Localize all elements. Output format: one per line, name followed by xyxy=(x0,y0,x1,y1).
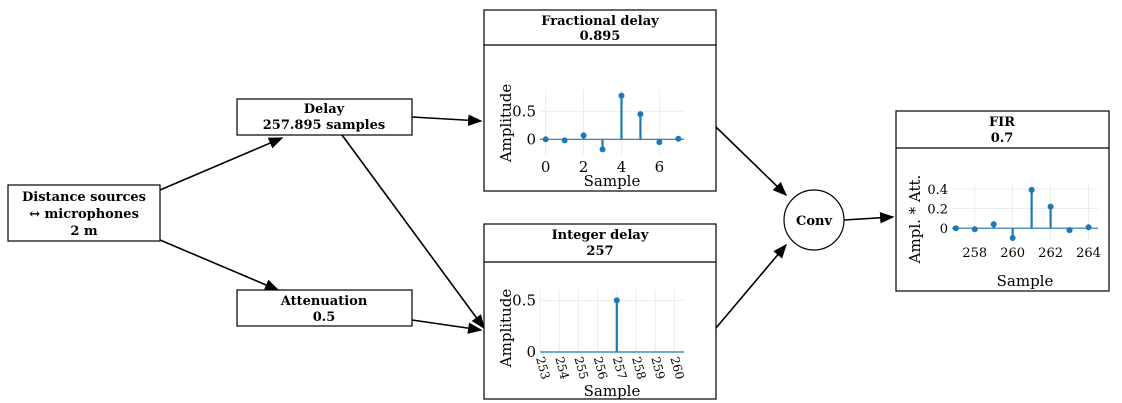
x-tick-label: 260 xyxy=(1000,246,1025,261)
x-axis-label: Sample xyxy=(584,172,641,190)
stem-marker xyxy=(618,92,625,99)
distance-line2: ↔ microphones xyxy=(29,207,139,222)
integer-stem-plot: 253 254 255 256 257 258 259 260 0 0.5 Sample Amplit… xyxy=(497,289,687,400)
x-tick-label: 257 xyxy=(610,355,629,381)
delay-title: Delay xyxy=(304,102,345,117)
stem-marker xyxy=(1009,235,1016,242)
stem-marker xyxy=(971,226,978,233)
arrow-delay-to-fractional xyxy=(411,114,483,127)
stem-marker xyxy=(990,221,997,228)
x-tick-label: 262 xyxy=(1038,246,1063,261)
integer-value: 257 xyxy=(586,244,613,259)
delay-node: Delay 257.895 samples xyxy=(236,98,413,136)
y-tick-label: 0.5 xyxy=(512,291,536,309)
fractional-title: Fractional delay xyxy=(541,14,659,29)
x-tick-label: 2 xyxy=(579,158,589,176)
x-tick-label: 0 xyxy=(541,158,551,176)
arrow-integer-to-conv xyxy=(715,243,787,329)
y-tick-label: 0 xyxy=(526,343,536,361)
y-tick-label: 0.2 xyxy=(927,203,948,218)
arrow-attenuation-to-integer xyxy=(411,319,483,334)
x-tick-label: 256 xyxy=(591,355,610,381)
stem-marker xyxy=(599,146,606,153)
y-axis-label: Amplitude xyxy=(497,289,515,369)
stem-marker xyxy=(561,137,568,144)
x-tick-label: 260 xyxy=(668,355,687,381)
arrow-distance-to-attenuation xyxy=(159,239,280,291)
stem-marker xyxy=(613,297,620,304)
fractional-value: 0.895 xyxy=(580,29,621,44)
y-tick-label: 0 xyxy=(526,130,536,148)
x-tick-label: 259 xyxy=(648,355,667,381)
y-tick-label: 0.5 xyxy=(512,102,536,120)
fractional-panel: Fractional delay 0.895 0 2 4 6 0 0.5 Sample Amp… xyxy=(483,9,717,192)
conv-label: Conv xyxy=(796,214,832,229)
x-tick-label: 255 xyxy=(572,355,591,381)
attenuation-value: 0.5 xyxy=(313,310,336,325)
fir-value: 0.7 xyxy=(991,131,1014,146)
x-tick-label: 258 xyxy=(962,246,987,261)
x-tick-label: 6 xyxy=(655,158,665,176)
attenuation-title: Attenuation xyxy=(280,294,368,309)
stem-marker xyxy=(542,136,549,143)
stem-marker xyxy=(1085,224,1092,231)
y-tick-label: 0 xyxy=(940,222,948,237)
stem-marker xyxy=(1047,203,1054,210)
distance-line1: Distance sources xyxy=(22,190,146,205)
stem-marker xyxy=(637,111,644,118)
fir-panel: FIR 0.7 258 260 262 264 0 0.2 0.4 Sample Ampl. *… xyxy=(895,110,1110,292)
x-tick-label: 253 xyxy=(533,355,552,381)
stem-marker xyxy=(656,139,663,146)
y-axis-label: Amplitude xyxy=(497,84,515,164)
x-tick-label: 264 xyxy=(1076,246,1101,261)
x-axis-label: Sample xyxy=(997,272,1054,290)
arrow-delay-to-integer xyxy=(341,134,485,330)
y-tick-label: 0.4 xyxy=(927,183,948,198)
distance-line3: 2 m xyxy=(70,224,98,239)
conv-node: Conv xyxy=(783,189,845,251)
x-tick-label: 254 xyxy=(552,355,572,381)
x-tick-label: 4 xyxy=(617,158,627,176)
distance-node: Distance sources ↔ microphones 2 m xyxy=(7,184,161,242)
arrow-distance-to-delay xyxy=(159,137,284,191)
x-tick-label: 258 xyxy=(629,355,648,381)
arrow-conv-to-fir xyxy=(843,212,895,224)
fir-title: FIR xyxy=(989,115,1015,130)
stem-marker xyxy=(1028,186,1035,193)
attenuation-node: Attenuation 0.5 xyxy=(236,289,413,327)
stem-marker xyxy=(1066,227,1073,234)
stem-marker xyxy=(580,132,587,139)
y-axis-label: Ampl. * Att. xyxy=(906,175,924,265)
x-axis-label: Sample xyxy=(584,382,641,400)
arrow-fractional-to-conv xyxy=(715,126,788,197)
fractional-stem-plot: 0 2 4 6 0 0.5 Sample Amplitude xyxy=(497,84,684,190)
integer-title: Integer delay xyxy=(552,228,649,243)
integer-panel: Integer delay 257 253 254 255 256 257 258 259 2… xyxy=(483,223,717,400)
delay-value: 257.895 samples xyxy=(263,118,385,133)
stem-marker xyxy=(675,135,682,142)
fir-stem-plot: 258 260 262 264 0 0.2 0.4 Sample Ampl. * Att. xyxy=(906,175,1101,290)
stem-marker xyxy=(952,225,959,232)
